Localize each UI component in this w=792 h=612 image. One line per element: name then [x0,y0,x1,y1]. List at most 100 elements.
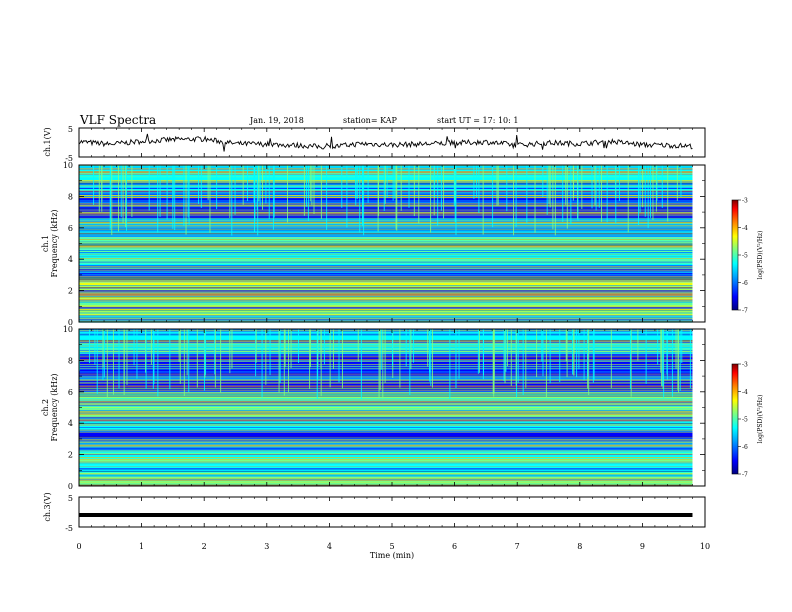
spectrogram-line [79,388,693,390]
y-tick-label: 2 [68,287,73,296]
ch1-ylabel: ch.1(V) [43,127,52,156]
spectrogram-burst [265,329,267,385]
spectrogram-burst [150,329,152,365]
spectrogram-line [79,286,693,287]
spectrogram-line [79,221,693,223]
spectrogram-burst [136,329,138,379]
spectrogram-burst [125,165,127,228]
spectrogram-burst [363,165,365,236]
spectrogram-burst [661,165,663,208]
spectrogram-line [79,402,693,404]
spectrogram-burst [220,329,222,393]
spectrogram-line [79,341,693,342]
x-tick-label: 0 [76,542,81,551]
spectrogram-burst [409,329,411,396]
spectrogram-line [79,376,693,378]
spectrogram-line [79,349,693,351]
spectrogram-line [79,444,693,446]
spectrogram-burst [255,329,257,377]
spectrogram-burst [562,165,564,222]
spectrogram-line [79,308,693,309]
spectrogram-burst [305,165,307,207]
spectrogram-line [79,400,693,402]
spectrogram-burst [133,329,135,366]
ch1-colorbar: -3 -4 -5 -6 -7 log(PSD)(V²/Hz) [731,198,764,315]
colorbar-label: log(PSD)(V²/Hz) [757,395,764,444]
spectrogram-burst [559,329,561,383]
date-label: Jan. 19, 2018 [249,116,304,125]
spectrogram-line [79,330,693,332]
spectrogram-line [79,313,693,315]
spectrogram-burst [473,165,475,199]
spectrogram-burst [662,329,664,387]
spectrogram-line [79,228,693,230]
spectrogram-burst [187,165,189,218]
y-tick-label: 4 [68,419,73,428]
colorbar-tick-label: -3 [742,362,748,369]
spectrogram-burst [255,329,257,363]
spectrogram-line [79,257,693,259]
spectrogram-line [79,300,693,301]
spectrogram-burst [657,329,659,365]
spectrogram-line [79,306,693,308]
spectrogram-burst [647,165,649,229]
spectrogram-line [79,451,693,453]
spectrogram-burst [231,329,233,369]
spectrogram-line [79,403,693,405]
spectrogram-line [79,210,693,212]
spectrogram-burst [552,165,554,230]
spectrogram-line [79,462,693,464]
y-tick-label: 8 [68,356,73,365]
spectrogram-burst [541,329,543,362]
spectrogram-line [79,378,693,380]
spectrogram-burst [360,329,362,400]
spectrogram-line [79,411,693,413]
spectrogram-line [79,220,693,221]
spectrogram-burst [405,329,407,367]
spectrogram-line [79,478,693,480]
spectrogram-line [79,366,693,368]
spectrogram-burst [430,329,432,386]
spectrogram-burst [566,165,568,229]
spectrogram-line [79,413,693,415]
spectrogram-line [79,243,693,245]
spectrogram-line [79,386,693,387]
spectrogram-line [79,375,693,377]
spectrogram-burst [174,165,176,231]
spectrogram-line [79,354,693,356]
spectrogram-line [79,368,693,370]
time-axis: 0 1 2 3 4 5 6 7 8 9 10 [76,542,710,551]
spectrogram-line [79,245,693,247]
spectrogram-line [79,279,693,280]
spectrogram-line [79,337,693,339]
spectrogram-line [79,274,693,275]
spectrogram-burst [478,165,480,214]
colorbar-tick-label: -6 [742,280,748,287]
spectrogram-burst [338,329,340,383]
spectrogram-line [79,287,693,288]
spectrogram-burst [386,165,388,198]
y-tick-label: 10 [63,161,73,170]
y-tick-label: 8 [68,192,73,201]
spectrogram-burst [196,329,198,388]
spectrogram-burst [504,329,506,384]
spectrogram-burst [627,165,629,233]
spectrogram-burst [229,165,231,219]
spectrogram-line [79,288,693,289]
spectrogram-line [79,468,693,469]
spectrogram-burst [152,329,154,389]
colorbar-tick-label: -6 [742,444,748,451]
spectrogram-line [79,229,693,231]
spectrogram-burst [101,165,103,212]
spectrogram-burst [317,329,319,367]
spectrogram-burst [148,165,150,211]
spectrogram-burst [542,329,544,377]
spectrogram-burst [380,329,382,370]
spectrogram-burst [242,165,244,205]
spectrogram-line [79,389,693,391]
spectrogram-burst [309,329,311,390]
spectrogram-line [79,399,693,401]
spectrogram-burst [581,165,583,209]
spectrogram-burst [290,329,292,369]
spectrogram-burst [200,165,202,208]
